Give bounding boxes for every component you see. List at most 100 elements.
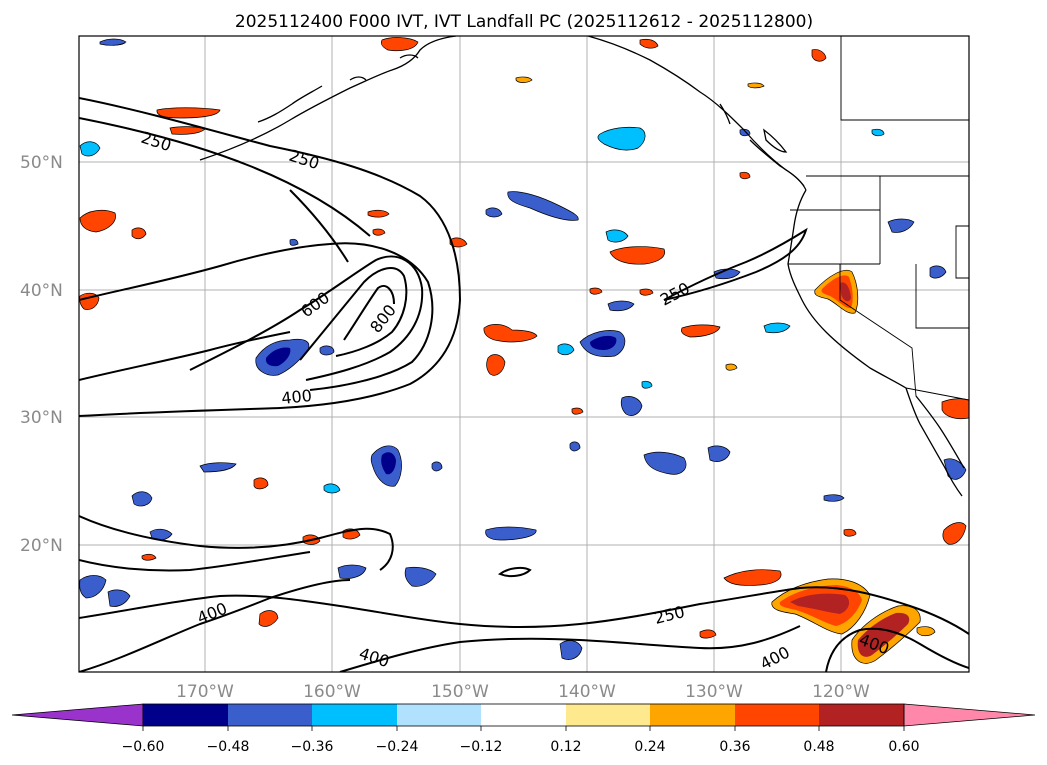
pc-negative-region [431, 461, 443, 472]
ivt-contour-south-filament [79, 551, 311, 572]
ivt-contour-small-loop [497, 566, 532, 578]
pc-negative-region [605, 229, 629, 243]
gulf-of-california [915, 395, 965, 469]
map-frame [78, 35, 970, 673]
pc-negative-region [823, 494, 845, 502]
colorbar-tick-label: −0.60 [122, 739, 165, 755]
pc-negative-region [871, 128, 885, 137]
colorbar-segment [481, 704, 566, 726]
colorbar-segment [566, 704, 650, 726]
pc-positive-region [811, 49, 827, 62]
pc-positive-region [483, 324, 538, 343]
colorbar-tick-label: −0.24 [376, 739, 419, 755]
us-mexico-border [905, 387, 969, 401]
pc-positive-region [372, 228, 386, 236]
pc-positive-region [723, 569, 782, 586]
colorbar-tick-label: −0.36 [291, 739, 334, 755]
pc-negative-region [337, 564, 367, 579]
lon-label-130w: 130°W [685, 682, 743, 702]
pc-positive-region [156, 107, 221, 119]
pc-positive-region [589, 287, 603, 295]
pc-negative-region [99, 38, 127, 46]
colorbar-extend-low [11, 703, 144, 727]
colorbar-segment [650, 704, 735, 726]
pc-positive-region [739, 171, 751, 180]
pc-negative-region [929, 265, 947, 279]
alaska-coastline [199, 36, 457, 161]
pc-negative-region [485, 526, 537, 541]
pc-negative-region [199, 462, 237, 473]
coastlines [199, 36, 965, 497]
lon-label-140w: 140°W [558, 682, 616, 702]
pc-negative-region [943, 458, 967, 480]
pc-positive-region [515, 76, 533, 83]
pc-negative-core [265, 347, 291, 367]
pc-negative-region [79, 141, 101, 157]
pc-negative-region [507, 191, 579, 221]
pc-positive-region [699, 629, 717, 639]
lat-label-30n: 30°N [20, 408, 63, 428]
haida-gwaii [719, 103, 731, 125]
aleutian-island [399, 54, 419, 59]
lon-label-170w: 170°W [176, 682, 234, 702]
pc-positive-region [131, 227, 147, 240]
figure-title: 2025112400 F000 IVT, IVT Landfall PC (20… [235, 12, 813, 32]
colorbar-segment [143, 704, 228, 726]
map-panel: 250 250 600 800 400 250 250 400 400 400 … [78, 35, 970, 673]
colorbar-ticks [142, 726, 905, 731]
canada-interior-line [840, 36, 969, 121]
colorbar-tick-label: 0.48 [803, 739, 834, 755]
ivt-contour-tail-filament [289, 189, 349, 263]
pc-negative-region [887, 218, 915, 233]
pc-positive-region [941, 398, 969, 420]
colorbar-tick-label: −0.12 [460, 739, 503, 755]
pc-negative-region [607, 300, 635, 312]
negative-pc-shading [79, 38, 967, 660]
ivt-contour-mexico [825, 627, 969, 672]
colorbar-segment [819, 704, 904, 726]
ivt-contour-800-inner [343, 285, 395, 341]
pc-negative-region [559, 640, 583, 660]
pc-negative-region [485, 207, 503, 218]
colorbar-segment [312, 704, 397, 726]
ivt-contours [79, 97, 969, 672]
ivt-contour-california [663, 227, 808, 301]
pc-positive-core [857, 612, 910, 657]
pc-negative-region [597, 126, 646, 151]
pc-negative-region [763, 322, 791, 334]
pc-positive-region [367, 209, 390, 218]
ivt-contour-south-400b [339, 625, 801, 672]
colorbar-segment [397, 704, 481, 726]
pc-negative-region [404, 566, 437, 587]
colorbar-tick-label: 0.12 [550, 739, 581, 755]
ivt-contour-250-inner [79, 117, 371, 237]
pc-negative-core [590, 335, 617, 350]
alaska-peninsula [257, 85, 323, 123]
positive-pc-shading [79, 37, 969, 664]
baja-california [905, 387, 963, 497]
pc-negative-region [131, 491, 153, 507]
pc-positive-region [725, 363, 738, 371]
colorbar-segment [228, 704, 312, 726]
pc-negative-region [643, 451, 687, 475]
pc-negative-core [381, 452, 396, 475]
pc-negative-region [557, 343, 575, 356]
colorbar-tick-label: −0.48 [207, 739, 250, 755]
ivt-contour-south-filament [79, 515, 394, 571]
pc-negative-region [323, 483, 341, 494]
ivt-contour-400 [79, 242, 434, 391]
pc-positive-region [639, 38, 659, 49]
pc-positive-max [790, 593, 850, 614]
pc-positive-region [141, 553, 157, 561]
pc-positive-region [843, 528, 857, 537]
latitude-labels: 50°N 40°N 30°N 20°N [20, 153, 63, 556]
pc-positive-region [571, 407, 584, 415]
pc-negative-region [79, 575, 107, 599]
pc-negative-region [569, 441, 581, 452]
us-west-coast [787, 189, 907, 389]
nevada-california-border [839, 264, 917, 397]
pc-positive-region [747, 82, 765, 89]
ivt-contour-400-tail [79, 331, 291, 381]
colorbar-extend-high [903, 703, 1036, 727]
